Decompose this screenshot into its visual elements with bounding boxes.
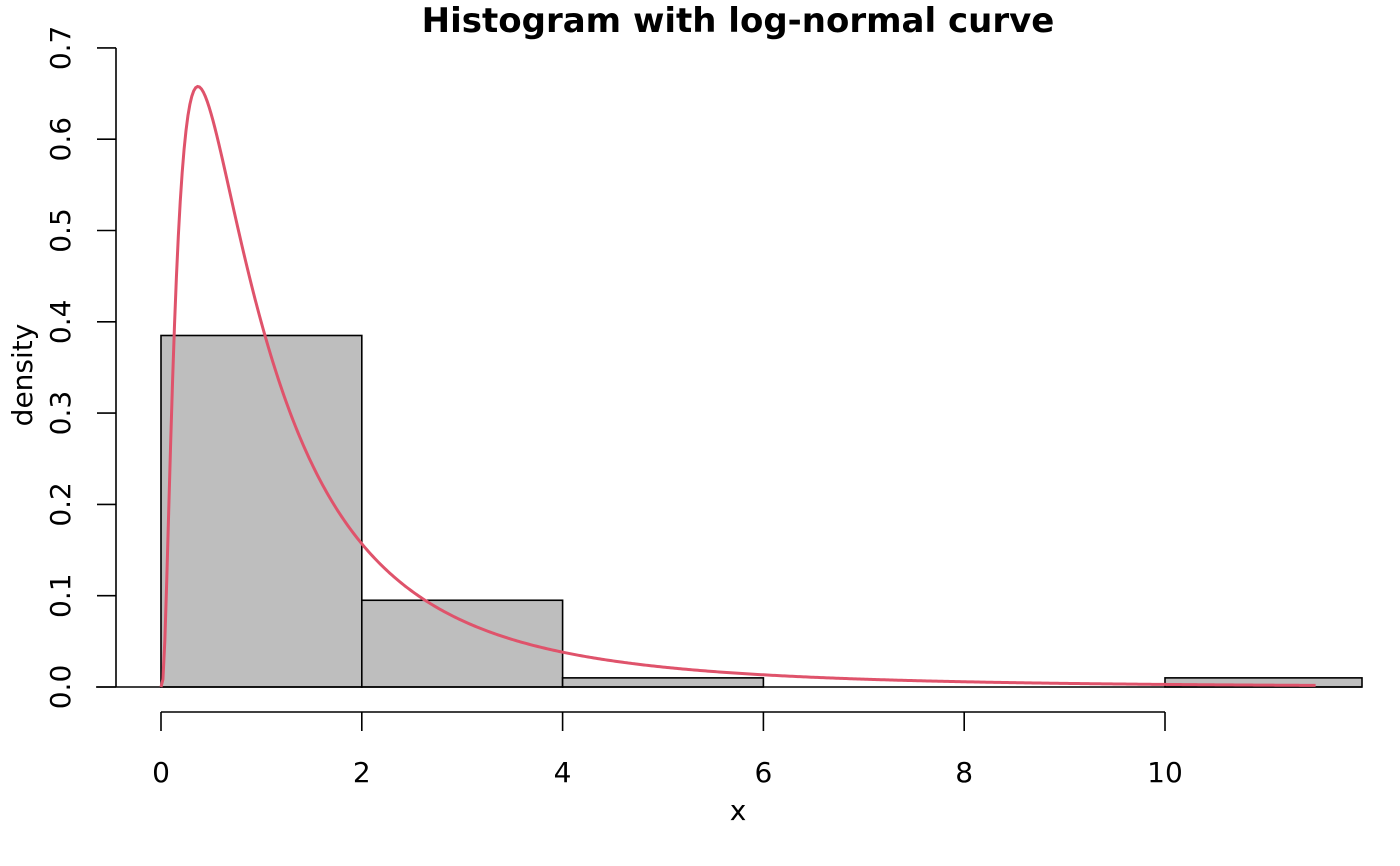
histogram-bars [160,334,1363,688]
y-axis-label: density [6,324,39,427]
y-tick-label: 0.5 [44,208,77,253]
histogram-bar [561,677,765,688]
y-tick-label: 0.1 [44,573,77,618]
x-tick-label: 0 [152,756,170,789]
y-tick-label: 0.3 [44,391,77,436]
chart-title: Histogram with log-normal curve [422,1,1055,41]
y-tick-label: 0.4 [44,300,77,345]
x-tick-label: 10 [1147,756,1183,789]
x-tick-label: 4 [554,756,572,789]
x-axis: 0 2 4 6 8 10 [152,711,1183,789]
x-tick-label: 2 [353,756,371,789]
y-tick-label: 0.7 [44,26,77,71]
y-tick-label: 0.6 [44,117,77,162]
x-tick-label: 6 [754,756,772,789]
y-tick-label: 0.2 [44,482,77,527]
x-axis-label: x [730,794,747,827]
x-tick-label: 8 [955,756,973,789]
histogram-bar [160,334,363,688]
y-axis: 0.0 0.1 0.2 0.3 0.4 0.5 0.6 0.7 [44,26,117,710]
log-normal-curve [159,84,1316,688]
y-tick-label: 0.0 [44,665,77,710]
